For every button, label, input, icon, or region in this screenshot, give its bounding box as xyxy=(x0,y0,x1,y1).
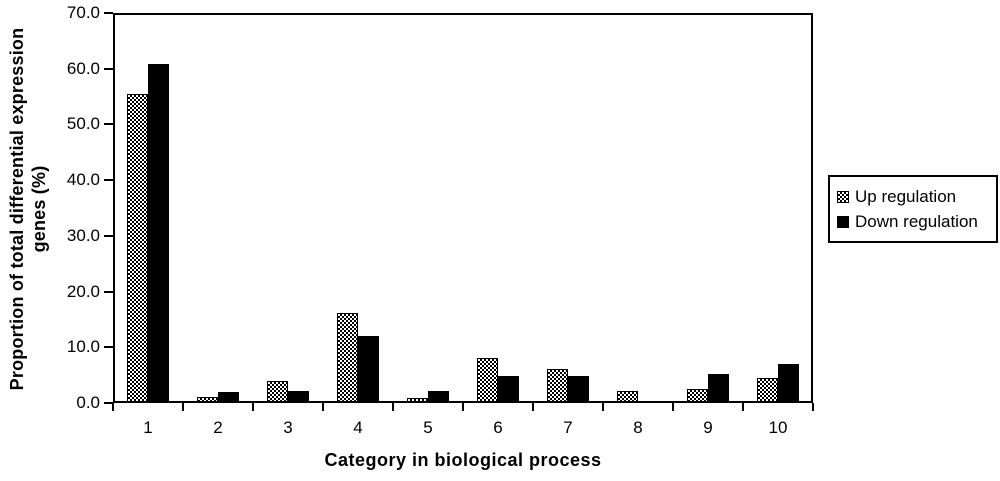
x-axis-tick xyxy=(112,403,114,411)
bar-down-regulation-cat3 xyxy=(288,391,309,403)
y-tick-label: 10.0 xyxy=(66,337,100,356)
bar-up-regulation-cat3 xyxy=(267,381,288,403)
y-tick-label: 60.0 xyxy=(66,59,100,78)
legend-item-up-regulation: Up regulation xyxy=(837,184,989,209)
y-axis-title: Proportion of total differential express… xyxy=(6,9,50,409)
plot-area-frame xyxy=(113,13,813,403)
bar-up-regulation-cat10 xyxy=(757,378,778,403)
bar-up-regulation-cat7 xyxy=(547,369,568,403)
bar-down-regulation-cat10 xyxy=(778,364,799,403)
legend-label-up: Up regulation xyxy=(855,186,957,206)
x-axis-tick xyxy=(462,403,464,411)
x-category-label: 7 xyxy=(563,418,573,437)
down-regulation-swatch-icon xyxy=(837,215,849,228)
legend-item-down-regulation: Down regulation xyxy=(837,209,989,234)
bar-down-regulation-cat5 xyxy=(428,391,449,403)
x-category-label: 2 xyxy=(213,418,223,437)
x-axis-tick xyxy=(672,403,674,411)
x-axis-tick xyxy=(182,403,184,411)
x-category-label: 4 xyxy=(353,418,363,437)
y-tick-label: 70.0 xyxy=(66,3,100,22)
bar-down-regulation-cat1 xyxy=(148,64,169,403)
bar-down-regulation-cat8 xyxy=(638,401,659,403)
x-category-label: 10 xyxy=(768,418,788,437)
bar-up-regulation-cat9 xyxy=(687,389,708,403)
bar-up-regulation-cat8 xyxy=(617,391,638,403)
x-category-label: 9 xyxy=(703,418,713,437)
y-axis-title-line2: genes (%) xyxy=(29,165,49,253)
y-tick-label: 20.0 xyxy=(66,282,100,301)
x-category-label: 8 xyxy=(633,418,643,437)
x-axis-tick xyxy=(322,403,324,411)
y-axis-tick xyxy=(104,12,113,14)
y-axis-title-line1: Proportion of total differential express… xyxy=(7,27,27,391)
x-axis-tick xyxy=(742,403,744,411)
y-tick-label: 40.0 xyxy=(66,170,100,189)
x-category-label: 5 xyxy=(423,418,433,437)
x-axis-tick xyxy=(252,403,254,411)
y-axis-tick xyxy=(104,291,113,293)
y-tick-label: 50.0 xyxy=(66,114,100,133)
bar-down-regulation-cat4 xyxy=(358,336,379,403)
y-axis-tick xyxy=(104,235,113,237)
bar-down-regulation-cat6 xyxy=(498,376,519,403)
x-category-label: 3 xyxy=(283,418,293,437)
y-axis-tick xyxy=(104,346,113,348)
up-regulation-swatch-icon xyxy=(837,190,849,203)
legend: Up regulation Down regulation xyxy=(828,175,998,243)
bar-down-regulation-cat2 xyxy=(218,392,239,403)
x-axis-tick xyxy=(812,403,814,411)
x-axis-title: Category in biological process xyxy=(324,450,602,470)
y-axis-tick xyxy=(104,68,113,70)
bar-down-regulation-cat9 xyxy=(708,374,729,403)
bar-up-regulation-cat1 xyxy=(127,94,148,403)
bar-up-regulation-cat6 xyxy=(477,358,498,403)
bar-down-regulation-cat7 xyxy=(568,376,589,403)
y-axis-tick xyxy=(104,123,113,125)
x-axis-tick xyxy=(532,403,534,411)
y-tick-label: 0.0 xyxy=(76,393,100,412)
y-axis-tick xyxy=(104,179,113,181)
x-category-label: 1 xyxy=(143,418,153,437)
x-category-label: 6 xyxy=(493,418,503,437)
bar-up-regulation-cat2 xyxy=(197,397,218,403)
x-axis-tick xyxy=(392,403,394,411)
legend-label-down: Down regulation xyxy=(855,211,978,231)
bar-up-regulation-cat4 xyxy=(337,313,358,403)
bar-up-regulation-cat5 xyxy=(407,398,428,403)
y-tick-label: 30.0 xyxy=(66,226,100,245)
x-axis-tick xyxy=(602,403,604,411)
y-axis-tick xyxy=(104,402,113,404)
